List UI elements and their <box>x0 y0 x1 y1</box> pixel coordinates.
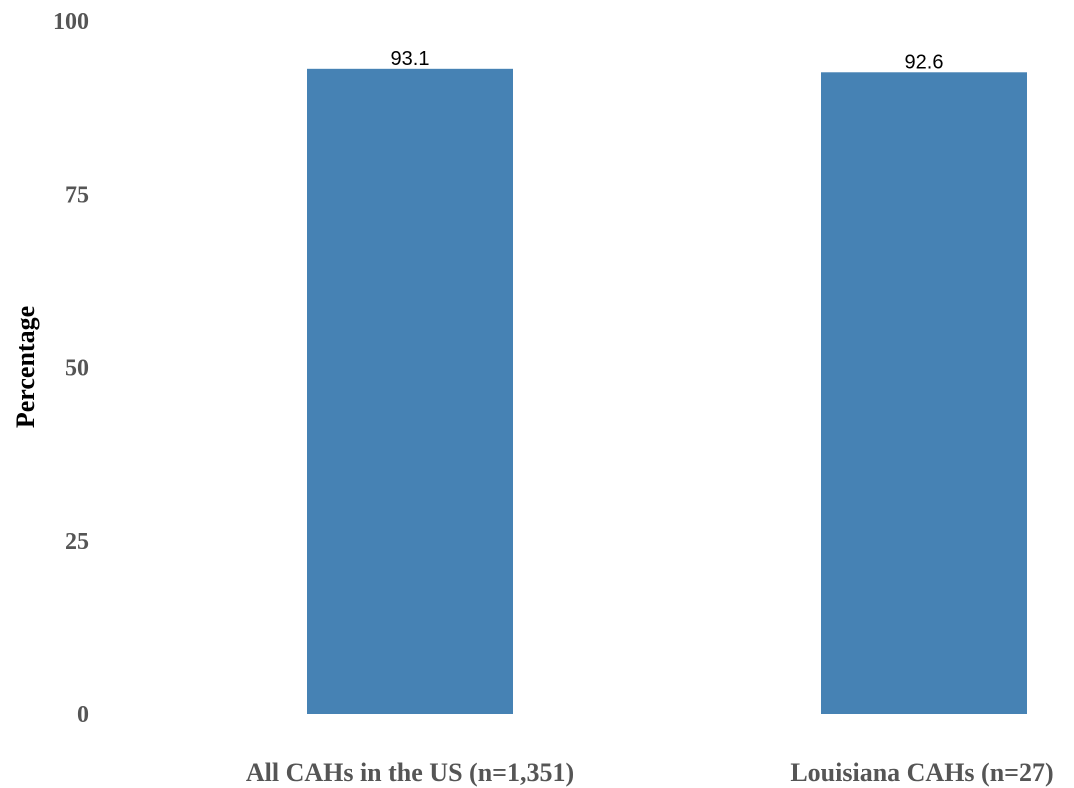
x-category-label: All CAHs in the US (n=1,351) <box>246 758 574 787</box>
x-category-label: Louisiana CAHs (n=27) <box>790 758 1053 787</box>
bar <box>307 68 513 714</box>
bar-value-label: 93.1 <box>391 48 430 70</box>
x-axis-labels: All CAHs in the US (n=1,351) Louisiana CA… <box>246 758 1054 787</box>
y-tick-label: 25 <box>65 529 89 555</box>
data-labels: 93.1 92.6 <box>391 48 944 73</box>
y-axis-ticks: 0 25 50 75 100 <box>53 9 89 728</box>
y-tick-label: 75 <box>65 182 89 208</box>
y-axis-title: Percentage <box>11 306 40 428</box>
y-tick-label: 100 <box>53 9 89 35</box>
bar-value-label: 92.6 <box>905 51 944 73</box>
y-tick-label: 50 <box>65 356 89 382</box>
bars <box>307 68 1027 715</box>
y-tick-label: 0 <box>77 702 89 728</box>
bar <box>821 72 1027 715</box>
